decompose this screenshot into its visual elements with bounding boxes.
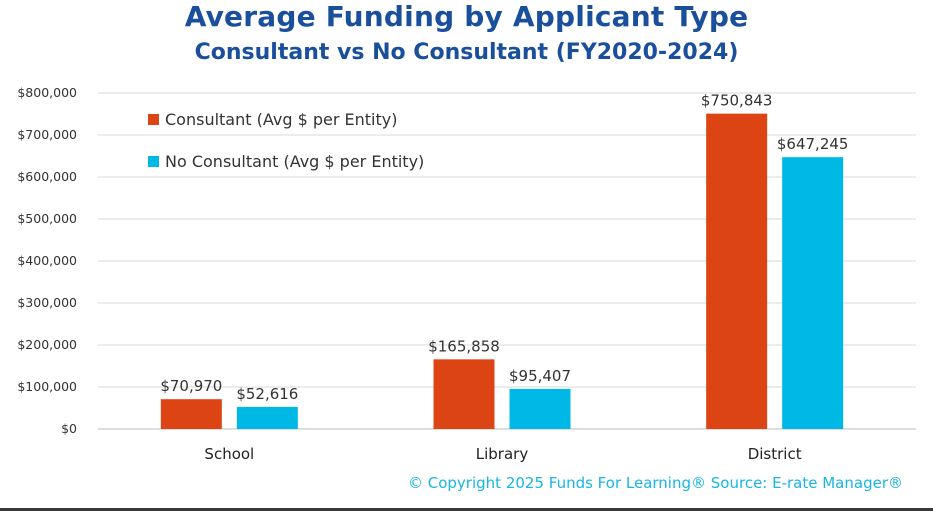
category-label: Library [476, 445, 529, 463]
y-tick-label: $800,000 [17, 85, 77, 100]
data-label: $52,616 [236, 385, 298, 403]
data-label: $750,843 [701, 92, 773, 110]
bar [236, 406, 298, 429]
data-label: $647,245 [777, 135, 849, 153]
data-label: $95,407 [509, 367, 571, 385]
data-label: $165,858 [428, 337, 500, 355]
legend-swatch [148, 114, 159, 125]
chart-title: Average Funding by Applicant Type [184, 0, 749, 33]
bar [433, 359, 495, 429]
bar [706, 113, 768, 430]
data-labels: $70,970 $52,616 $165,858 $95,407 $750,843 $64… [160, 92, 848, 403]
data-label: $70,970 [160, 377, 222, 395]
bars [160, 113, 844, 430]
y-tick-label: $600,000 [17, 169, 77, 184]
copyright-notice: © Copyright 2025 Funds For Learning® Sou… [407, 474, 903, 492]
bar [509, 388, 571, 429]
bar [160, 399, 222, 429]
legend-swatch [148, 156, 159, 167]
bar [782, 157, 844, 429]
category-label: School [204, 445, 254, 463]
y-tick-label: $100,000 [17, 379, 77, 394]
x-axis-categories: School Library District [204, 445, 801, 463]
y-axis-ticks: $0 $100,000 $200,000 $300,000 $400,000 $500,0… [17, 85, 77, 436]
gridlines [98, 92, 916, 430]
category-label: District [748, 445, 802, 463]
y-tick-label: $0 [61, 421, 77, 436]
chart-subtitle: Consultant vs No Consultant (FY2020-2024… [194, 40, 739, 65]
y-tick-label: $200,000 [17, 337, 77, 352]
y-tick-label: $400,000 [17, 253, 77, 268]
legend-label: No Consultant (Avg $ per Entity) [165, 152, 424, 171]
y-tick-label: $300,000 [17, 295, 77, 310]
y-tick-label: $700,000 [17, 127, 77, 142]
y-tick-label: $500,000 [17, 211, 77, 226]
legend: Consultant (Avg $ per Entity) No Consulta… [148, 110, 424, 171]
legend-label: Consultant (Avg $ per Entity) [165, 110, 397, 129]
bottom-divider [0, 508, 933, 511]
